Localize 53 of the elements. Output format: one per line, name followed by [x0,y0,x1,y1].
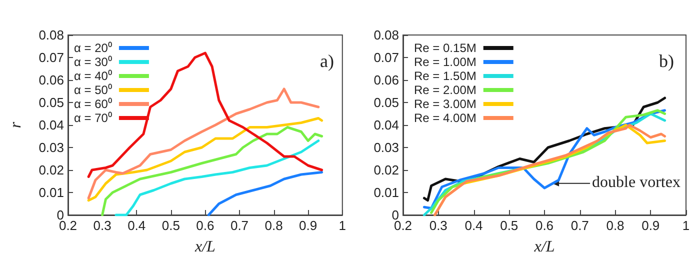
x-tick-label: 0.6 [196,218,214,233]
legend-label: α = 50⁰ [74,83,112,97]
x-tick-label: 0.3 [429,218,448,233]
y-tick-label: 0.03 [374,140,399,155]
y-tick-label: 0.01 [38,185,64,200]
annotation: double vortex [592,174,680,191]
x-tick-label: 0.5 [500,218,518,233]
x-tick-label: 0.4 [464,218,483,233]
x-tick-label: 0.9 [299,218,318,233]
legend-label: α = 30⁰ [74,55,112,69]
line-series [101,126,324,216]
y-tick-label: 0.04 [374,118,399,132]
x-axis-title: x/L [533,238,555,256]
annotation: a) [320,51,334,71]
y-tick-label: 0.03 [38,140,64,155]
y-tick-label: 0.07 [374,50,399,65]
legend-label: Re = 0.15M [414,41,476,55]
x-tick-label: 0.7 [570,218,589,233]
line-series [207,171,324,216]
y-tick-label: 0.06 [374,72,399,88]
y-tick-label: 0.04 [38,118,64,132]
legend-label: Re = 4.00M [414,111,476,125]
x-tick-label: 0.6 [535,218,554,233]
x-tick-label: 0.8 [606,218,624,233]
x-tick-label: 0.9 [642,218,660,233]
legend-label: α = 20⁰ [74,41,112,55]
x-tick-label: 1 [682,218,690,233]
x-axis-title: x/L [194,238,216,256]
y-tick-label: 0.05 [38,95,64,110]
legend-label: α = 60⁰ [74,97,112,111]
legend-label: Re = 1.00M [414,55,476,69]
x-tick-label: 0.5 [162,218,180,233]
legend-label: Re = 1.50M [414,69,476,83]
legend-label: α = 40⁰ [74,69,112,83]
line-series [114,140,320,216]
x-tick-label: 0.8 [264,218,283,233]
x-tick-label: 0.7 [230,218,249,233]
legend-label: α = 70⁰ [74,111,112,125]
y-tick-label: 0.05 [374,95,399,110]
annotation: b) [659,51,674,71]
x-tick-label: 1 [338,218,346,233]
x-tick-label: 0.4 [128,218,146,233]
y-tick-label: 0.08 [38,28,64,42]
legend-label: Re = 2.00M [414,83,476,97]
y-tick-label: 0.02 [38,162,64,178]
y-tick-label: 0.08 [374,28,399,42]
y-tick-label: 0.01 [374,185,399,200]
y-tick-label: 0.02 [374,162,399,178]
legend-label: Re = 3.00M [414,97,476,111]
y-tick-label: 0.07 [38,50,64,65]
y-tick-label: 0.06 [38,72,64,88]
x-tick-label: 0.3 [93,218,112,233]
y-axis-title: r [8,121,24,128]
